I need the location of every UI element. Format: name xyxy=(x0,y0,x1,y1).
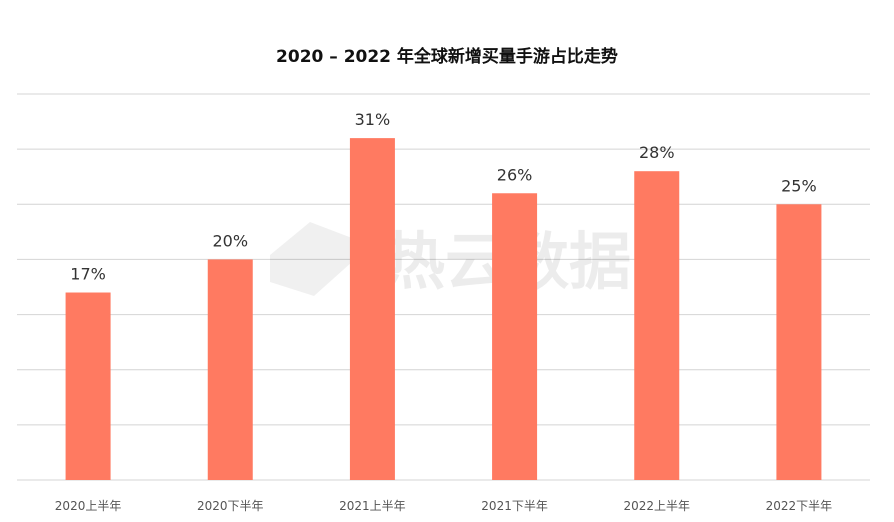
bar-1 xyxy=(207,259,253,480)
bar-labels: 17% 20% 31% 26% 28% 25% xyxy=(70,110,816,283)
data-label-1: 20% xyxy=(212,231,248,250)
x-tick-label-1: 2020下半年 xyxy=(197,499,264,513)
x-tick-label-5: 2022下半年 xyxy=(766,499,833,513)
data-label-0: 17% xyxy=(70,265,106,284)
watermark: 热云数据 xyxy=(270,222,631,298)
data-label-2: 31% xyxy=(355,110,391,129)
chart-title: 2020 – 2022 年全球新增买量手游占比走势 xyxy=(276,46,618,67)
bars xyxy=(65,138,822,481)
bar-3 xyxy=(492,193,538,480)
data-label-4: 28% xyxy=(639,143,675,162)
x-tick-label-0: 2020上半年 xyxy=(55,499,122,513)
data-label-3: 26% xyxy=(497,165,533,184)
x-tick-label-2: 2021上半年 xyxy=(339,499,406,513)
x-tick-label-4: 2022上半年 xyxy=(623,499,690,513)
gridlines xyxy=(17,93,870,481)
bar-2 xyxy=(349,138,395,480)
bar-5 xyxy=(776,204,822,481)
watermark-logo-icon xyxy=(270,222,352,296)
bar-0 xyxy=(65,292,111,480)
data-label-5: 25% xyxy=(781,176,817,195)
bar-4 xyxy=(634,171,680,480)
x-tick-label-3: 2021下半年 xyxy=(481,499,548,513)
x-axis-ticks: 2020上半年 2020下半年 2021上半年 2021下半年 2022上半年 2022下… xyxy=(55,499,832,513)
